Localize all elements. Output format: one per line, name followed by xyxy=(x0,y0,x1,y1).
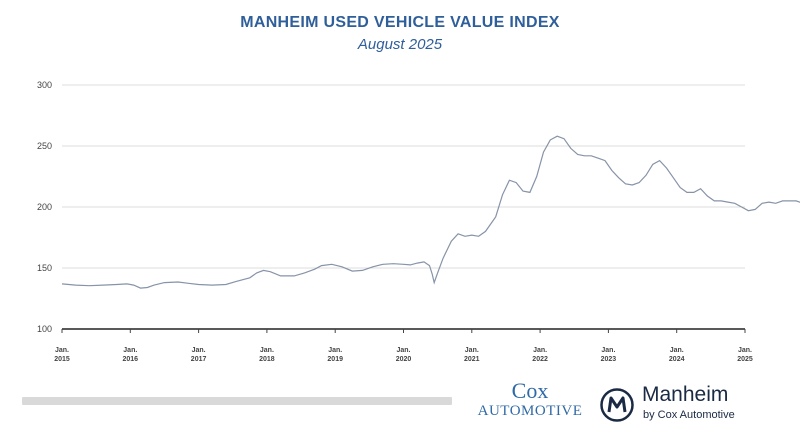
x-tick-label: 2022 xyxy=(532,356,548,363)
manheim-m-icon xyxy=(600,388,634,422)
x-tick-label: 2017 xyxy=(191,356,207,363)
x-tick-label: 2024 xyxy=(669,356,685,363)
x-tick-label: 2021 xyxy=(464,356,480,363)
grid-lines xyxy=(62,84,745,330)
y-axis-ticks: 300 250 200 150 100 xyxy=(37,80,52,334)
x-tick-label: 2019 xyxy=(327,356,343,363)
y-tick-label: 300 xyxy=(37,80,52,90)
x-tick-label: Jan. xyxy=(601,347,615,354)
x-tick-label: Jan. xyxy=(670,347,684,354)
manheim-logo-byline: by Cox Automotive xyxy=(643,409,735,421)
x-tick-label: 2023 xyxy=(601,356,617,363)
cox-logo-subtext: AUTOMOTIVE xyxy=(477,403,583,419)
manheim-logo: Manheim by Cox Automotive xyxy=(600,382,790,428)
x-tick-label: Jan. xyxy=(260,347,274,354)
manheim-logo-text: Manheim xyxy=(642,383,729,406)
x-tick-label: 2020 xyxy=(396,356,412,363)
chart-titles: MANHEIM USED VEHICLE VALUE INDEX August … xyxy=(0,14,800,53)
x-tick-label: 2025 xyxy=(737,356,753,363)
x-tick-label: Jan. xyxy=(328,347,342,354)
x-tick-label: 2016 xyxy=(123,356,139,363)
cox-automotive-logo: Cox AUTOMOTIVE xyxy=(470,380,590,426)
x-tick-label: Jan. xyxy=(465,347,479,354)
chart-title: MANHEIM USED VEHICLE VALUE INDEX xyxy=(240,14,560,31)
x-tick-label: Jan. xyxy=(192,347,206,354)
y-tick-label: 200 xyxy=(37,202,52,212)
series-line xyxy=(61,135,800,289)
y-tick-label: 250 xyxy=(37,141,52,151)
y-tick-label: 100 xyxy=(37,324,52,334)
x-tick-label: Jan. xyxy=(55,347,69,354)
y-tick-label: 150 xyxy=(37,263,52,273)
cox-logo-text: Cox xyxy=(511,378,549,403)
x-tick-label: Jan. xyxy=(123,347,137,354)
x-tick-label: 2015 xyxy=(54,356,70,363)
x-tick-label: Jan. xyxy=(533,347,547,354)
x-tick-label: Jan. xyxy=(396,347,410,354)
x-tick-label: 2018 xyxy=(259,356,275,363)
x-tick-label: Jan. xyxy=(738,347,752,354)
horizontal-scrollbar[interactable] xyxy=(22,397,452,405)
chart-subtitle: August 2025 xyxy=(357,36,443,53)
x-axis-ticks: Jan. 2015 Jan. 2016 Jan. 2017 Jan. 2018 Jan. 2019… xyxy=(54,329,753,363)
